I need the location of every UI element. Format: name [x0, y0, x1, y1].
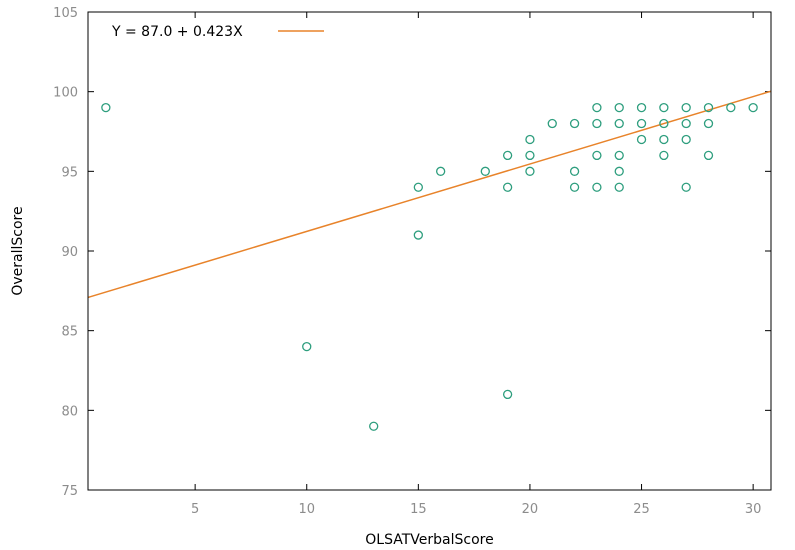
legend-label: Y = 87.0 + 0.423X [111, 24, 243, 40]
y-tick-label: 80 [61, 404, 78, 419]
data-point [703, 150, 714, 161]
y-tick-label: 105 [53, 6, 78, 21]
data-point [636, 102, 647, 113]
data-points [101, 102, 758, 431]
data-point [659, 102, 669, 113]
data-point [592, 118, 602, 129]
y-tick-label: 85 [61, 325, 78, 340]
data-point [659, 150, 669, 161]
data-point [101, 102, 111, 113]
x-tick-label: 30 [745, 502, 762, 517]
data-point [480, 166, 490, 176]
plot-frame [87, 11, 772, 491]
data-point [569, 118, 580, 129]
data-point [681, 118, 691, 129]
y-tick-label: 100 [53, 86, 78, 101]
data-point [413, 230, 423, 240]
data-point [681, 182, 691, 192]
data-point [502, 150, 513, 161]
data-point [502, 182, 513, 192]
x-tick-label: 10 [298, 502, 315, 517]
data-point [659, 118, 669, 129]
legend: Y = 87.0 + 0.423X [111, 24, 324, 40]
y-tick-label: 90 [61, 245, 78, 260]
x-tick-label: 5 [191, 502, 199, 517]
y-axis-title: OverallScore [10, 206, 26, 295]
y-axis-ticks: 75 80 85 90 95 100 105 [53, 6, 771, 499]
data-point [659, 134, 669, 145]
data-point [413, 182, 423, 192]
data-point [726, 102, 736, 113]
data-point [502, 389, 513, 400]
data-point [614, 118, 624, 129]
data-point [614, 182, 624, 192]
data-point [614, 150, 624, 161]
data-point [592, 182, 602, 192]
data-point [302, 341, 312, 352]
data-point [525, 166, 535, 176]
x-tick-label: 25 [633, 502, 650, 517]
data-point [681, 102, 691, 113]
data-point [436, 166, 446, 176]
data-point [614, 102, 624, 113]
regression-line [87, 90, 772, 299]
data-point [636, 118, 647, 129]
data-point [569, 166, 580, 176]
data-point [569, 182, 580, 192]
y-tick-label: 75 [61, 484, 78, 499]
regression-layer [87, 90, 772, 299]
data-point [592, 150, 602, 161]
data-point [369, 421, 379, 431]
data-point [614, 166, 624, 176]
data-point [703, 102, 714, 113]
data-point [636, 134, 647, 145]
data-point [547, 118, 557, 129]
data-point [592, 102, 602, 113]
data-point [525, 134, 535, 145]
x-axis-ticks: 5 10 15 20 25 30 [191, 12, 761, 517]
x-tick-label: 20 [522, 502, 539, 517]
data-point [525, 150, 535, 161]
data-point [748, 102, 758, 113]
x-tick-label: 15 [410, 502, 427, 517]
data-point [703, 118, 714, 129]
y-tick-label: 95 [61, 165, 78, 180]
x-axis-title: OLSATVerbalScore [365, 532, 493, 548]
data-point [681, 134, 691, 145]
